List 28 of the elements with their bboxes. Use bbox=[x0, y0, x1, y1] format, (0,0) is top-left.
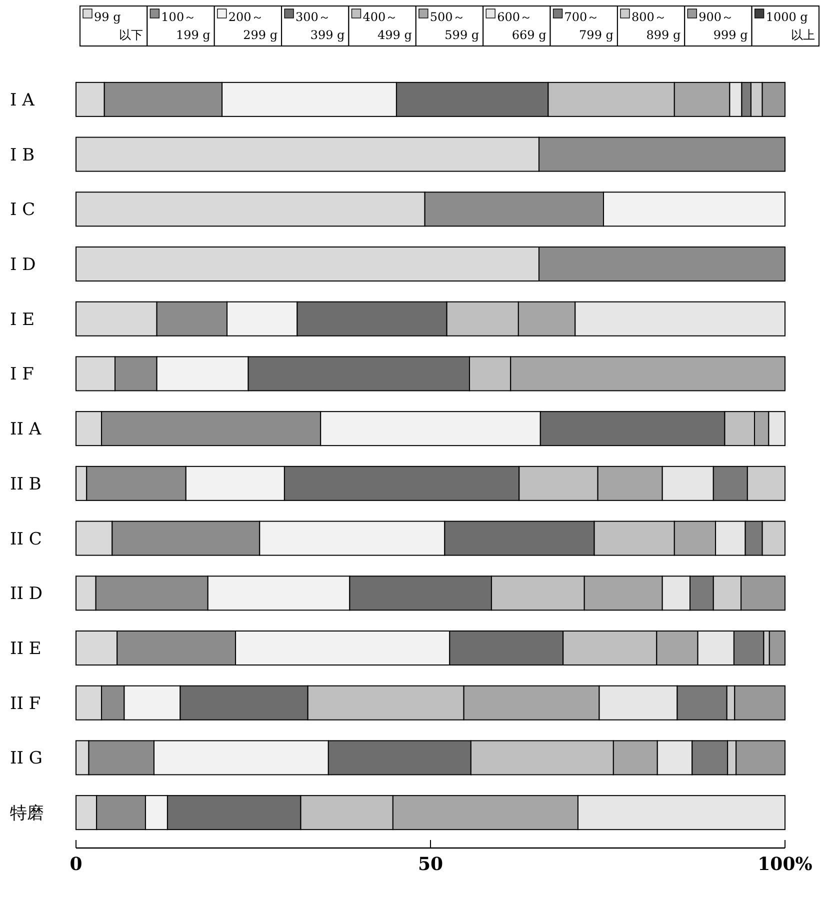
legend-label: 600～ 669 g bbox=[497, 10, 547, 42]
legend-label: 500～ 599 g bbox=[430, 10, 480, 42]
y-tick-label: I E bbox=[10, 310, 35, 330]
y-tick-label: I C bbox=[10, 200, 36, 220]
y-tick-label: II B bbox=[10, 474, 42, 494]
y-tick-label: II C bbox=[10, 529, 42, 550]
legend-label: 1000 g 以上 bbox=[766, 10, 815, 42]
y-tick-label: I D bbox=[10, 255, 36, 275]
x-tick-label: 50 bbox=[418, 854, 444, 875]
x-tick-label: 100% bbox=[758, 854, 812, 875]
legend-label: 900～ 999 g bbox=[698, 10, 748, 42]
y-tick-label: II G bbox=[10, 748, 42, 769]
y-tick-label: II E bbox=[10, 639, 42, 659]
y-tick-label: II A bbox=[10, 420, 42, 440]
y-tick-label: I A bbox=[10, 90, 36, 110]
legend-label: 200～ 299 g bbox=[228, 10, 278, 42]
x-tick-label: 0 bbox=[70, 854, 82, 875]
y-tick-label: 特磨 bbox=[10, 804, 44, 824]
y-tick-label: II F bbox=[10, 694, 41, 714]
legend-label: 100～ 199 g bbox=[161, 10, 211, 42]
legend-label: 700～ 799 g bbox=[564, 10, 614, 42]
y-tick-label: I B bbox=[10, 145, 35, 166]
legend-label: 400～ 499 g bbox=[362, 10, 412, 42]
legend-label: 300～ 399 g bbox=[296, 10, 346, 42]
y-tick-label: I F bbox=[10, 364, 34, 385]
legend-label: 99 g 以下 bbox=[94, 10, 144, 42]
legend-label: 800～ 899 g bbox=[631, 10, 681, 42]
y-tick-label: II D bbox=[10, 584, 42, 604]
